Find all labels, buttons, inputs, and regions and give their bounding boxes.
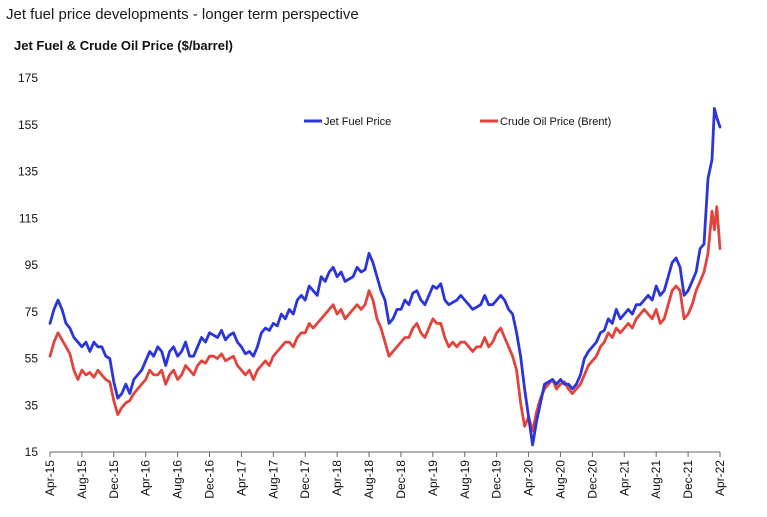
- x-tick-label: Apr-15: [43, 460, 57, 496]
- x-tick-label: Dec-20: [585, 460, 599, 499]
- page-title: Jet fuel price developments - longer ter…: [6, 6, 359, 23]
- y-tick-label: 95: [25, 258, 39, 272]
- x-tick-label: Apr-19: [426, 460, 440, 496]
- legend-label: Crude Oil Price (Brent): [500, 116, 611, 128]
- series-line-crude-oil: [48, 205, 722, 433]
- legend-label: Jet Fuel Price: [324, 116, 391, 128]
- x-tick-label: Aug-16: [171, 460, 185, 499]
- x-tick-label: Aug-15: [75, 460, 89, 499]
- x-tick-label: Apr-20: [522, 460, 536, 496]
- x-tick-label: Aug-18: [362, 460, 376, 499]
- series-line-jet-fuel: [48, 107, 722, 447]
- x-tick-label: Apr-21: [617, 460, 631, 496]
- x-tick-label: Apr-18: [330, 460, 344, 496]
- y-tick-label: 175: [18, 71, 38, 85]
- x-tick-label: Dec-17: [298, 460, 312, 499]
- x-tick-label: Dec-19: [490, 460, 504, 499]
- y-tick-label: 55: [25, 352, 39, 366]
- y-tick-label: 115: [19, 211, 38, 225]
- x-tick-label: Aug-19: [458, 460, 472, 499]
- y-tick-label: 75: [25, 305, 39, 319]
- x-tick-label: Aug-20: [553, 460, 567, 499]
- chart-series: [48, 107, 722, 447]
- x-tick-label: Dec-21: [681, 460, 695, 499]
- x-tick-label: Apr-22: [713, 460, 727, 496]
- chart-title: Jet Fuel & Crude Oil Price ($/barrel): [14, 38, 233, 53]
- chart-legend: Jet Fuel Price Crude Oil Price (Brent): [304, 116, 611, 128]
- x-tick-label: Dec-18: [394, 460, 408, 499]
- y-tick-label: 135: [18, 165, 38, 179]
- y-tick-label: 35: [25, 398, 39, 412]
- x-tick-label: Apr-16: [139, 460, 153, 496]
- x-tick-label: Apr-17: [234, 460, 248, 496]
- x-tick-label: Aug-21: [649, 460, 663, 499]
- y-tick-label: 15: [25, 445, 39, 459]
- chart-axes: 15 35 55 75 95 115 135 155 175 Apr-15 Aug-15 Dec-15…: [18, 71, 727, 499]
- x-tick-label: Dec-15: [107, 460, 121, 499]
- x-tick-label: Aug-17: [266, 460, 280, 499]
- x-tick-label: Dec-16: [203, 460, 217, 499]
- y-tick-label: 155: [18, 118, 38, 132]
